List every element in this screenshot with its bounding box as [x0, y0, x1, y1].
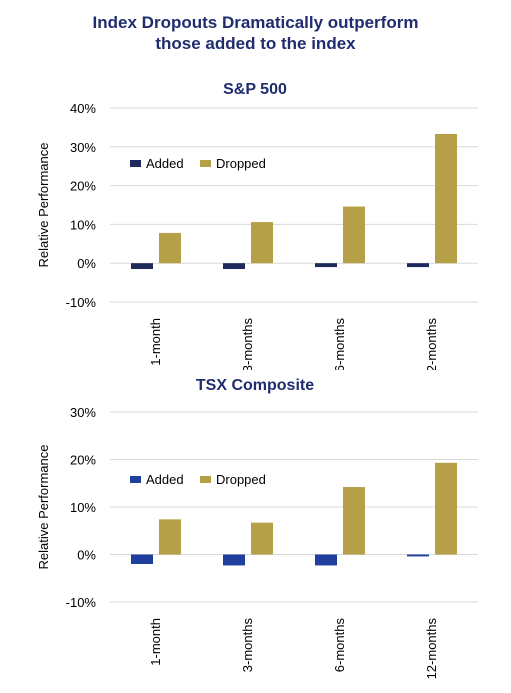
sp500-y-tick-label: -10%	[66, 295, 97, 310]
tsx-bar-added-6-months	[315, 554, 337, 566]
sp500-legend-swatch-dropped	[200, 160, 211, 167]
sp500-x-tick-label: 12-months	[424, 318, 439, 370]
tsx-chart-title: TSX Composite	[196, 377, 314, 394]
tsx-x-tick-label: 12-months	[424, 618, 439, 680]
tsx-bar-added-3-months	[223, 554, 245, 566]
sp500-y-tick-label: 20%	[70, 179, 96, 194]
sp500-y-axis-label: Relative Performance	[36, 143, 51, 268]
main-title-line-1: Index Dropouts Dramatically outperform	[92, 13, 419, 32]
tsx-bar-added-1-month	[131, 554, 153, 564]
main-title-line-2: those added to the index	[155, 34, 356, 53]
main-title: Index Dropouts Dramatically outperform t…	[0, 12, 511, 54]
sp500-legend-swatch-added	[130, 160, 141, 167]
tsx-y-tick-label: -10%	[66, 595, 97, 610]
tsx-y-tick-label: 10%	[70, 500, 96, 515]
sp500-y-tick-label: 0%	[77, 256, 96, 271]
sp500-chart-title: S&P 500	[223, 81, 287, 98]
sp500-bar-added-1-month	[131, 263, 153, 270]
sp500-bar-dropped-12-months	[435, 133, 457, 264]
tsx-legend-swatch-dropped	[200, 476, 211, 483]
tsx-x-tick-label: 6-months	[332, 618, 347, 673]
tsx-chart: TSX Composite Relative Performance -10% 0% 1…	[36, 377, 478, 680]
tsx-bar-added-12-months	[407, 554, 429, 557]
sp500-y-tick-label: 30%	[70, 140, 96, 155]
sp500-bar-dropped-6-months	[343, 206, 365, 264]
sp500-bar-added-3-months	[223, 263, 245, 270]
tsx-y-tick-label: 20%	[70, 453, 96, 468]
tsx-legend-swatch-added	[130, 476, 141, 483]
tsx-y-tick-label: 0%	[77, 548, 96, 563]
sp500-y-tick-label: 40%	[70, 101, 96, 116]
sp500-y-tick-label: 10%	[70, 217, 96, 232]
sp500-x-tick-label: 3-months	[240, 318, 255, 370]
tsx-x-tick-label: 3-months	[240, 618, 255, 673]
tsx-bar-dropped-6-months	[343, 487, 365, 555]
tsx-x-tick-label: 1-month	[148, 618, 163, 666]
sp500-bar-added-12-months	[407, 263, 429, 268]
tsx-bar-dropped-3-months	[251, 522, 273, 555]
tsx-bar-dropped-1-month	[159, 519, 181, 555]
sp500-bar-dropped-3-months	[251, 222, 273, 264]
tsx-y-tick-label: 30%	[70, 405, 96, 420]
sp500-x-tick-label: 1-month	[148, 318, 163, 366]
sp500-legend-label-added: Added	[146, 156, 184, 171]
sp500-bar-dropped-1-month	[159, 232, 181, 264]
tsx-bar-dropped-12-months	[435, 462, 457, 555]
sp500-x-tick-label: 6-months	[332, 318, 347, 370]
sp500-bar-added-6-months	[315, 263, 337, 268]
sp500-chart: S&P 500 Relative Performance -10% 0% 10% 20% 3…	[36, 81, 478, 370]
tsx-y-axis-label: Relative Performance	[36, 445, 51, 570]
tsx-legend-label-dropped: Dropped	[216, 472, 266, 487]
sp500-legend-label-dropped: Dropped	[216, 156, 266, 171]
tsx-legend-label-added: Added	[146, 472, 184, 487]
